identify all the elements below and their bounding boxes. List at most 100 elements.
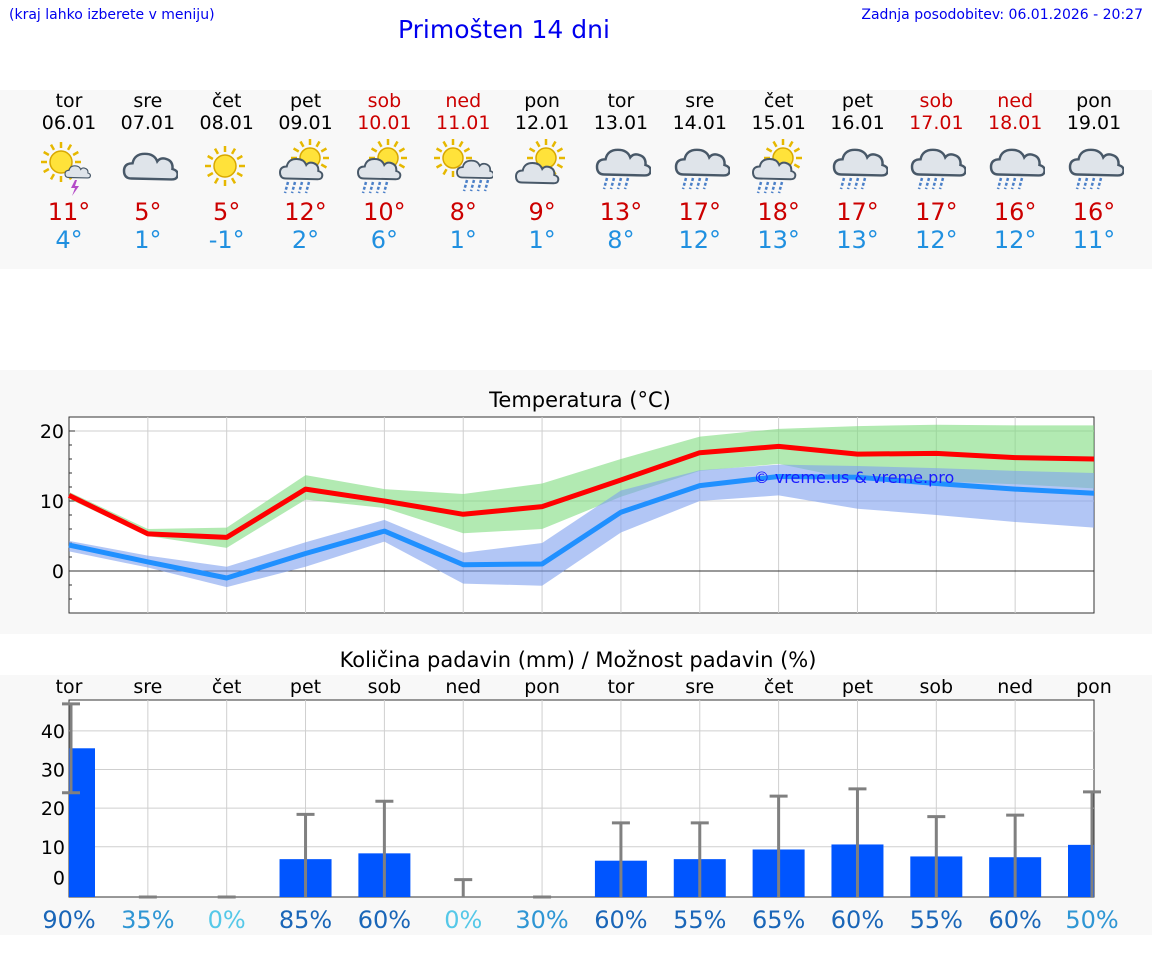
series-line-min <box>68 474 1095 581</box>
x-tick-label: tor <box>56 676 83 698</box>
min-temp: 1° <box>449 226 477 254</box>
cloud-rain-icon <box>832 148 888 190</box>
day-column: pon 19.01 16° 11° <box>1054 90 1134 254</box>
x-tick-label: tor <box>607 676 634 698</box>
probability-label: 30% <box>515 906 568 934</box>
day-column: čet 15.01 18° 13° <box>739 90 819 254</box>
forecast-band <box>0 90 1152 269</box>
day-name: čet <box>763 90 794 112</box>
min-temp: 1° <box>528 226 556 254</box>
probability-label: 0% <box>444 906 482 934</box>
day-name: sre <box>133 90 163 112</box>
probability-label: 55% <box>673 906 726 934</box>
location-menu-hint[interactable]: (kraj lahko izberete v meniju) <box>9 7 215 23</box>
max-temp: 10° <box>363 198 406 226</box>
y-tick-label: 0 <box>52 561 64 583</box>
x-tick-label: pet <box>842 676 873 698</box>
last-update: Zadnja posodobitev: 06.01.2026 - 20:27 <box>861 7 1143 23</box>
sun-icon <box>204 146 245 186</box>
temperature-chart: 20 10 0 © vreme.us & vreme.pro <box>40 416 1095 614</box>
sun-cloud-icon <box>515 139 566 185</box>
max-temp: 8° <box>449 198 477 226</box>
sun-cloud-rain-icon <box>434 139 494 192</box>
probability-label: 60% <box>358 906 411 934</box>
cloud-rain-icon <box>595 148 651 190</box>
probability-label: 55% <box>910 906 963 934</box>
min-temp: 12° <box>678 226 722 254</box>
day-date: 08.01 <box>199 112 254 134</box>
max-temp: 9° <box>528 198 556 226</box>
probability-label: 65% <box>752 906 805 934</box>
day-name: ned <box>997 90 1034 112</box>
day-date: 18.01 <box>987 112 1043 134</box>
probability-label: 35% <box>121 906 174 934</box>
max-temp: 17° <box>678 198 722 226</box>
day-column: čet 08.01 5° -1° <box>187 90 267 254</box>
max-temp: 11° <box>47 198 91 226</box>
x-tick-label: pon <box>1076 676 1112 698</box>
precip-bar <box>69 748 95 897</box>
day-name: tor <box>607 90 635 112</box>
max-temp: 5° <box>213 198 241 226</box>
max-temp: 16° <box>993 198 1037 226</box>
watermark: © vreme.us & vreme.pro <box>754 468 955 487</box>
min-temp: 4° <box>55 226 83 254</box>
cloud-icon <box>122 152 178 181</box>
max-temp: 18° <box>757 198 800 226</box>
day-column: ned 11.01 8° 1° <box>423 90 503 254</box>
precipitation-title: Količina padavin (mm) / Možnost padavin … <box>339 648 817 672</box>
min-temp: 11° <box>1072 226 1116 254</box>
y-tick-label: 40 <box>41 721 65 743</box>
day-date: 15.01 <box>751 112 806 134</box>
max-temp: 5° <box>134 198 162 226</box>
day-name: ned <box>445 90 482 112</box>
min-temp: 1° <box>134 226 162 254</box>
day-column: pet 09.01 12° 2° <box>266 90 346 254</box>
day-name: pet <box>841 90 874 112</box>
day-column: ned 18.01 16° 12° <box>975 90 1055 254</box>
sun-rain-icon <box>751 139 802 194</box>
daily-forecast: tor 06.01 11° 4° sre 07.01 5° 1° čet 08.01 5° -1° pe… <box>0 90 1152 260</box>
cloud-rain-icon <box>911 148 967 190</box>
probability-label: 60% <box>831 906 884 934</box>
probability-label: 60% <box>988 906 1041 934</box>
day-name: pon <box>1076 90 1112 112</box>
probability-label: 90% <box>42 906 95 934</box>
day-name: pet <box>289 90 322 112</box>
day-column: sre 07.01 5° 1° <box>108 90 188 254</box>
sun-rain-icon <box>357 139 408 194</box>
day-name: sre <box>685 90 715 112</box>
x-tick-label: čet <box>764 676 794 698</box>
day-date: 09.01 <box>278 112 333 134</box>
precipitation-chart: 40 30 20 10 0 tor sre čet pet sob ned pon tor sre čet p… <box>41 676 1119 934</box>
day-date: 16.01 <box>830 112 885 134</box>
day-column: sre 14.01 17° 12° <box>660 90 740 254</box>
min-temp: 12° <box>915 226 958 254</box>
range-band-max <box>69 424 1094 548</box>
max-temp: 13° <box>599 198 643 226</box>
max-temp: 17° <box>836 198 879 226</box>
sun-thunder-icon <box>41 142 91 196</box>
precip-bar <box>1068 844 1094 897</box>
x-tick-label: sre <box>133 676 162 698</box>
day-date: 17.01 <box>909 112 964 134</box>
probability-label: 60% <box>594 906 647 934</box>
max-temp: 17° <box>915 198 958 226</box>
day-date: 14.01 <box>672 112 727 134</box>
cloud-rain-icon <box>674 148 730 190</box>
day-name: sob <box>367 90 402 112</box>
x-tick-label: pon <box>524 676 560 698</box>
min-temp: 6° <box>370 226 399 254</box>
day-name: čet <box>211 90 242 112</box>
min-temp: -1° <box>208 226 245 254</box>
min-temp: 13° <box>757 226 800 254</box>
day-name: pon <box>524 90 560 112</box>
x-tick-label: ned <box>445 676 481 698</box>
x-tick-label: sob <box>920 676 954 698</box>
day-column: pet 16.01 17° 13° <box>818 90 898 254</box>
probability-label: 85% <box>279 906 332 934</box>
sun-shape <box>204 146 245 186</box>
cloud-rain-icon <box>1068 148 1125 190</box>
max-temp: 16° <box>1072 198 1116 226</box>
day-date: 12.01 <box>514 112 570 134</box>
